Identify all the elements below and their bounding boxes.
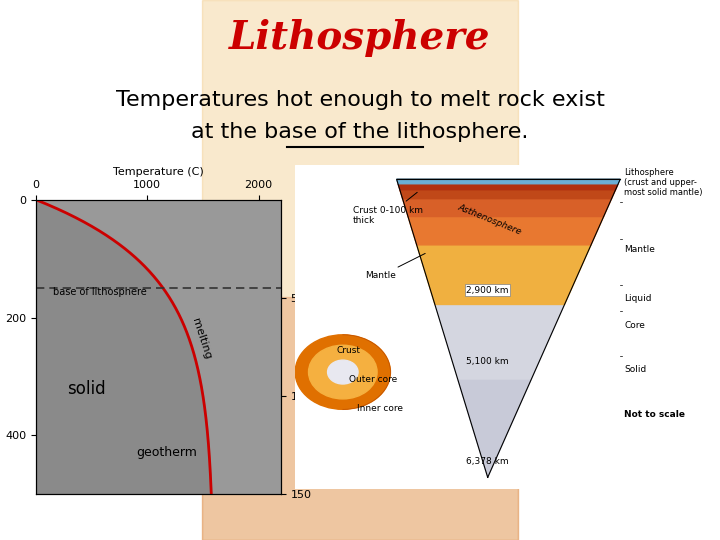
Text: solid: solid <box>67 380 106 398</box>
Bar <box>202 0 518 540</box>
Polygon shape <box>402 199 611 217</box>
Text: Outer core: Outer core <box>349 375 397 384</box>
Text: Liquid: Liquid <box>624 294 652 303</box>
Text: Temperatures hot enough to melt rock exist: Temperatures hot enough to melt rock exi… <box>116 90 604 110</box>
Text: melting: melting <box>189 317 212 361</box>
Text: 2,900 km: 2,900 km <box>467 286 509 295</box>
Polygon shape <box>400 190 616 199</box>
Circle shape <box>328 360 358 384</box>
Text: 5,100 km: 5,100 km <box>467 357 509 366</box>
Polygon shape <box>417 245 591 305</box>
Text: geotherm: geotherm <box>136 446 197 459</box>
Polygon shape <box>398 184 618 190</box>
Bar <box>202 297 518 540</box>
Polygon shape <box>397 179 620 184</box>
Polygon shape <box>435 305 564 379</box>
Text: Mantle: Mantle <box>624 245 655 254</box>
Circle shape <box>295 335 390 409</box>
Text: at the base of the lithosphere.: at the base of the lithosphere. <box>192 122 528 143</box>
Polygon shape <box>458 379 531 477</box>
Text: Crust 0-100 km
thick: Crust 0-100 km thick <box>353 192 423 225</box>
Polygon shape <box>408 217 603 245</box>
Circle shape <box>309 345 377 399</box>
Text: Inner core: Inner core <box>357 404 403 413</box>
Text: Mantle: Mantle <box>366 253 426 280</box>
Text: 6,378 km: 6,378 km <box>467 457 509 467</box>
Text: Lithosphere
(crust and upper-
most solid mantle): Lithosphere (crust and upper- most solid… <box>624 168 703 198</box>
Text: base of lithosphere: base of lithosphere <box>53 287 146 297</box>
Text: Core: Core <box>624 321 645 330</box>
Text: Lithosphere: Lithosphere <box>229 19 491 57</box>
Text: Crust: Crust <box>336 346 361 355</box>
Text: Asthenosphere: Asthenosphere <box>456 203 523 237</box>
X-axis label: Temperature (C): Temperature (C) <box>113 166 204 177</box>
Text: Solid: Solid <box>624 365 647 374</box>
Text: Not to scale: Not to scale <box>624 410 685 420</box>
Y-axis label: Pressure (kBar): Pressure (kBar) <box>318 304 328 390</box>
